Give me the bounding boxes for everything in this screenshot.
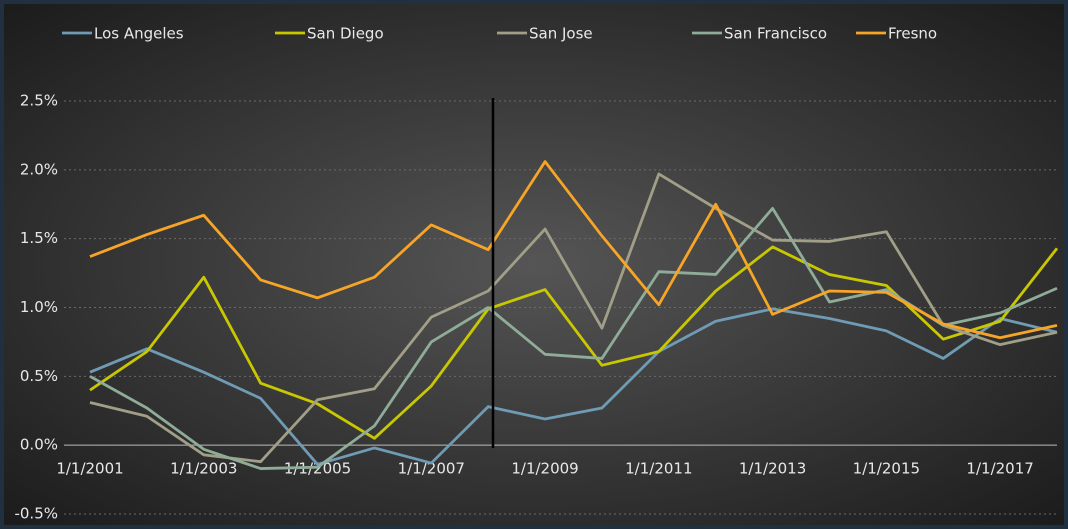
y-tick-label: 2.5% <box>20 92 58 110</box>
legend: Los Angeles San Diego San Jose San Francisc… <box>62 25 937 43</box>
x-tick-label: 1/1/2009 <box>511 460 578 478</box>
y-tick-label: 2.0% <box>20 160 58 178</box>
legend-label: San Diego <box>307 25 384 43</box>
lines <box>89 160 1059 470</box>
legend-label: San Jose <box>529 25 593 43</box>
y-tick-label: 1.0% <box>20 298 58 316</box>
y-tick-label: 0.0% <box>20 436 58 454</box>
x-tick-label: 1/1/2007 <box>398 460 465 478</box>
x-tick-label: 1/1/2005 <box>284 460 351 478</box>
x-tick-label: 1/1/2003 <box>170 460 237 478</box>
legend-label: Los Angeles <box>94 25 184 43</box>
series-line <box>89 307 1058 466</box>
y-tick-label: 0.5% <box>20 367 58 385</box>
x-tick-label: 1/1/2015 <box>853 460 920 478</box>
x-tick-label: 1/1/2017 <box>966 460 1033 478</box>
y-tick-label: -0.5% <box>14 505 58 523</box>
series-line <box>89 172 1058 464</box>
grid: -0.5% 0.0% 0.5% 1.0% 1.5% 2.0% 2.5% 1/1/2001 1/1… <box>14 92 1057 523</box>
series-line <box>89 160 1058 340</box>
x-tick-label: 1/1/2013 <box>739 460 806 478</box>
legend-label: San Francisco <box>724 25 827 43</box>
y-tick-label: 1.5% <box>20 229 58 247</box>
series-line <box>89 206 1058 470</box>
x-tick-label: 1/1/2001 <box>56 460 123 478</box>
legend-label: Fresno <box>888 25 937 43</box>
x-tick-label: 1/1/2011 <box>625 460 692 478</box>
